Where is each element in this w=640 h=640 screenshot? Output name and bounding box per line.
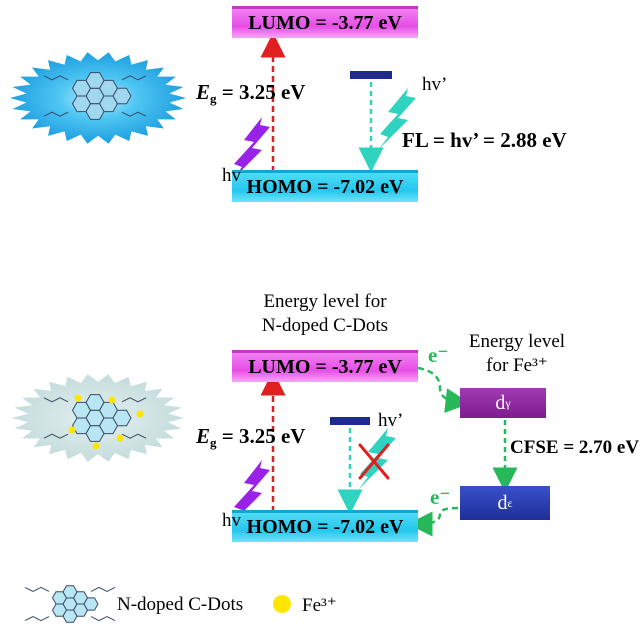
side-chain [90,616,116,622]
side-chain [43,397,69,403]
hv-lightning-icon-top [232,117,270,180]
lumo-level-bottom: LUMO = -3.77 eV [232,350,418,382]
electron-transfer-arrow-lumo-to-dgamma [417,366,471,414]
hv-prime-lightning-icon-top [378,88,416,150]
side-chain [43,111,69,117]
quench-cross-icon [358,443,390,480]
hexagon-ring [85,103,105,120]
side-chain [43,75,69,81]
hv-label-top: hv [222,165,241,186]
hexagon-ring [85,425,105,442]
hv-lightning-icon-bottom [232,460,270,523]
fe-ion-dot [116,434,124,442]
lumo-level-top: LUMO = -3.77 eV [232,6,418,38]
legend-fe-label: Fe³⁺ [302,595,337,616]
fe-ion-dot [74,394,82,402]
hexagon-ring [83,597,99,611]
homo-label-top: HOMO = -7.02 eV [246,176,404,198]
fe-ion-dots-icon [68,394,144,450]
fe-title-line1: Energy level [468,331,566,352]
cdots-title-line2: N-doped C-Dots [261,315,389,336]
band-gap-label-bottom: Eg = 3.25 eV [196,424,306,450]
fe-ion-dot [136,410,144,418]
legend-fe-dot-icon [273,595,291,613]
graphene-cdot-with-fe-icon [43,394,147,442]
emission-level-bar-bottom [330,417,370,425]
hv-prime-label-top: hv’ [422,74,448,95]
electron-label-bottom: e⁻ [430,485,451,509]
homo-level-top: HOMO = -7.02 eV [232,170,418,202]
hv-label-bottom: hv [222,510,241,531]
graphene-cdot-icon [43,72,147,120]
fe-ion-dot [108,396,116,404]
hexagon-ring [112,87,132,105]
side-chain [121,433,147,439]
side-chain [24,586,50,592]
hexagon-ring [112,409,132,427]
electron-label-top: e⁻ [428,343,449,367]
side-chain [121,111,147,117]
side-chain [24,616,50,622]
hexagon-ring [62,585,78,599]
lumo-label-top: LUMO = -3.77 eV [248,12,402,34]
fluorescence-label: FL = hv’ = 2.88 eV [402,128,567,152]
side-chain [90,586,116,592]
glowing-cdot-burst-icon [10,52,186,144]
quenched-cdot-burst-icon [12,374,184,462]
cfse-label: CFSE = 2.70 eV [510,437,640,458]
hv-prime-label-bottom: hv’ [378,410,404,431]
lumo-label-bottom: LUMO = -3.77 eV [248,356,402,378]
hexagon-ring [62,609,78,623]
legend-cdots-label: N-doped C-Dots [117,594,244,615]
cdots-title-line1: Energy level for [263,291,387,312]
hexagon-ring [85,72,105,89]
fe-ion-dot [92,442,100,450]
homo-level-bottom: HOMO = -7.02 eV [232,510,418,542]
emission-level-bar-top [350,71,392,79]
side-chain [121,75,147,81]
homo-label-bottom: HOMO = -7.02 eV [246,516,404,538]
fe-energy-level-title: Energy level for Fe³⁺ [452,330,582,378]
band-gap-label-top: Eg = 3.25 eV [196,80,306,106]
hexagon-ring [85,394,105,411]
legend-cdot-icon [24,585,116,623]
electron-transfer-arrow-deps-to-homo [407,506,459,537]
fe-title-line2: for Fe³⁺ [486,355,548,376]
side-chain [43,433,69,439]
side-chain [121,397,147,403]
fe-ion-dot [68,426,76,434]
cdots-energy-level-title: Energy level for N-doped C-Dots [230,290,420,338]
